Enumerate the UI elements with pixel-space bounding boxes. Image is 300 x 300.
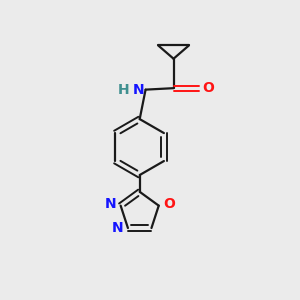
Text: N: N [133, 82, 144, 97]
Text: N: N [112, 221, 124, 235]
Text: O: O [202, 81, 214, 95]
Text: O: O [163, 197, 175, 211]
Text: N: N [105, 197, 116, 211]
Text: H: H [118, 82, 129, 97]
